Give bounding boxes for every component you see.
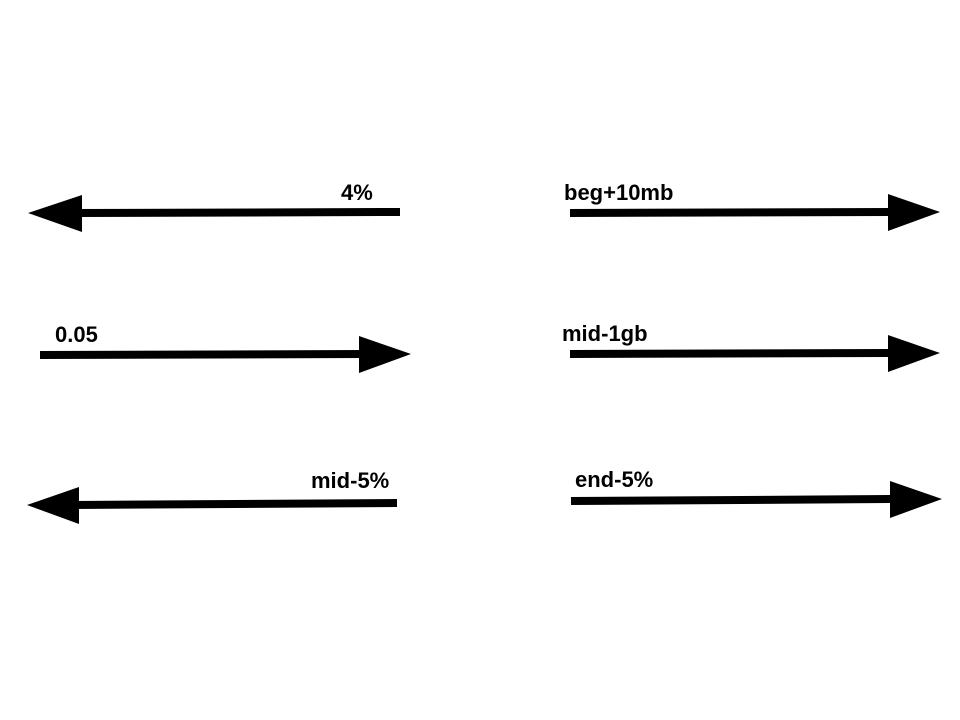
arrow-shaft [39, 350, 367, 359]
arrowhead-right-icon [890, 481, 942, 518]
arrow-right-mid-1gb: mid-1gb [562, 321, 940, 372]
arrowhead-right-icon [888, 335, 940, 372]
arrowhead-left-icon [28, 195, 82, 232]
arrow-shaft [75, 208, 401, 217]
arrow-right-beg-10mb: beg+10mb [564, 180, 940, 231]
arrow-right-end-5-percent: end-5% [570, 467, 942, 518]
arrow-label: mid-5% [311, 468, 389, 493]
arrowhead-right-icon [888, 194, 940, 231]
arrow-left-mid-5-percent: mid-5% [27, 468, 398, 524]
arrow-label: 0.05 [55, 322, 98, 347]
arrow-label: 4% [341, 180, 373, 205]
arrow-shaft [73, 499, 398, 509]
arrow-left-4-percent: 4% [28, 180, 401, 232]
arrow-right-0-05: 0.05 [39, 322, 411, 373]
arrow-label: beg+10mb [564, 180, 673, 205]
arrow-label: end-5% [575, 467, 653, 492]
arrow-label: mid-1gb [562, 321, 648, 346]
arrow-shaft [569, 349, 897, 358]
arrowhead-left-icon [27, 487, 79, 524]
arrow-shaft [570, 495, 897, 505]
arrowhead-right-icon [359, 336, 411, 373]
arrow-shaft [569, 208, 897, 217]
